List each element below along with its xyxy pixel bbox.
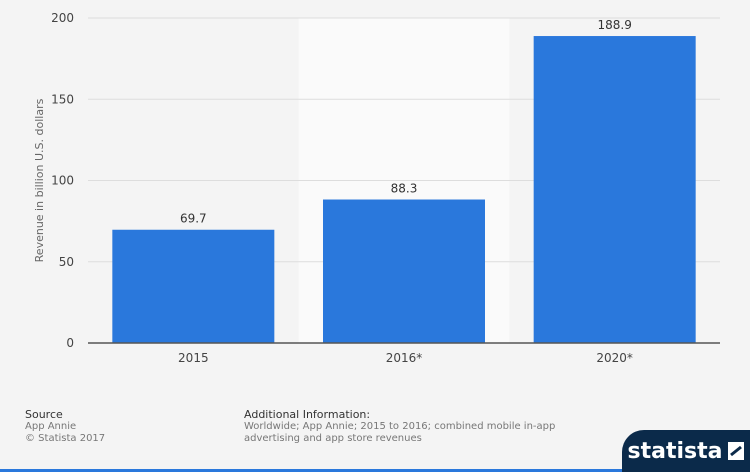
additional-information-line-1: Worldwide; App Annie; 2015 to 2016; comb… — [244, 421, 556, 432]
brand-name: statista — [627, 438, 723, 464]
bar-2020[interactable] — [533, 36, 696, 343]
bottom-accent-strip — [0, 469, 750, 472]
source-heading: Source — [25, 408, 63, 421]
additional-information-line-2: advertising and app store revenues — [244, 433, 422, 444]
additional-information-block: Additional Information: Worldwide; App A… — [244, 408, 574, 445]
data-label-2020: 188.9 — [597, 18, 631, 32]
y-tick-label-150: 150 — [51, 92, 74, 106]
statista-logo-icon — [728, 442, 745, 460]
x-tick-label-2015: 2015 — [178, 351, 209, 365]
bar-chart: 05010015020069.7201588.32016*188.92020* … — [33, 11, 720, 365]
bar-2015[interactable] — [112, 229, 275, 343]
x-tick-label-2020: 2020* — [596, 351, 633, 365]
x-tick-label-2016: 2016* — [386, 351, 423, 365]
source-line-copyright: © Statista 2017 — [25, 433, 106, 444]
data-label-2016: 88.3 — [391, 182, 418, 196]
source-block: Source App Annie © Statista 2017 — [25, 408, 105, 445]
data-label-2015: 69.7 — [180, 212, 207, 226]
bar-2016[interactable] — [323, 199, 485, 343]
y-tick-label-0: 0 — [66, 336, 74, 350]
y-axis-title: Revenue in billion U.S. dollars — [33, 98, 46, 262]
source-line-app-annie[interactable]: App Annie — [25, 421, 77, 432]
y-tick-label-100: 100 — [51, 174, 74, 188]
additional-information-heading: Additional Information: — [244, 408, 371, 421]
y-tick-label-50: 50 — [59, 255, 74, 269]
statista-logo[interactable]: statista — [622, 430, 750, 472]
y-tick-label-200: 200 — [51, 11, 74, 25]
